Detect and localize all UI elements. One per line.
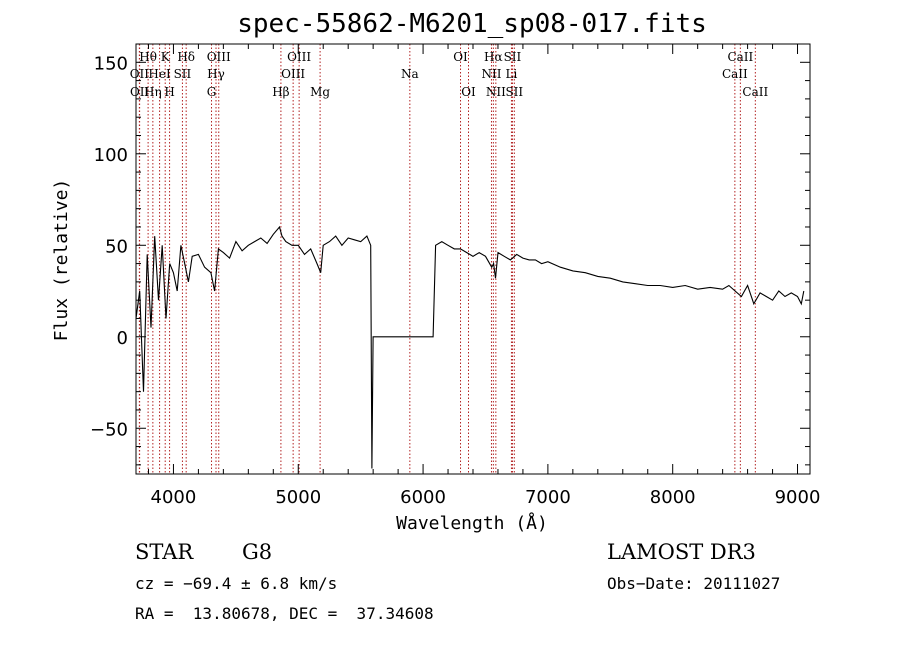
line-label: Hδ bbox=[177, 50, 195, 64]
obs-date-label: Obs−Date: 20111027 bbox=[607, 574, 781, 593]
x-tick-label: 5000 bbox=[275, 487, 321, 508]
line-label: Mg bbox=[310, 85, 330, 99]
line-label: OI bbox=[461, 85, 476, 99]
x-tick-label: 8000 bbox=[650, 487, 696, 508]
line-label: NII bbox=[486, 85, 506, 99]
line-label: H bbox=[164, 85, 174, 99]
line-label: Na bbox=[401, 67, 419, 81]
line-label: OII bbox=[130, 67, 150, 81]
y-tick-label: 0 bbox=[117, 328, 128, 349]
line-label: G bbox=[207, 85, 217, 99]
line-label: K bbox=[161, 50, 171, 64]
line-label: OIII bbox=[281, 67, 305, 81]
line-label: OII bbox=[130, 85, 150, 99]
line-label: Hη bbox=[144, 85, 162, 99]
line-label: Li bbox=[506, 67, 518, 81]
line-label: SII bbox=[174, 67, 192, 81]
spectrum-line bbox=[135, 225, 805, 469]
y-tick-label: 50 bbox=[105, 236, 128, 257]
line-labels: OIIOIIHθHηHeIKHSIIHδGHγOIIIHβOIIIOIIIMgN… bbox=[130, 50, 769, 99]
y-tick-label: 100 bbox=[94, 145, 128, 166]
y-tick-label: −50 bbox=[90, 419, 128, 440]
line-label: OIII bbox=[287, 50, 311, 64]
x-tick-label: 4000 bbox=[151, 487, 197, 508]
line-label: HeI bbox=[148, 67, 171, 81]
line-label: Hβ bbox=[272, 85, 289, 99]
x-axis-label: Wavelength (Å) bbox=[396, 512, 548, 534]
class-label: STAR bbox=[135, 540, 194, 564]
line-label: OIII bbox=[207, 50, 231, 64]
x-tick-label: 6000 bbox=[400, 487, 446, 508]
line-label: CaII bbox=[722, 67, 748, 81]
x-tick-label: 9000 bbox=[775, 487, 821, 508]
redshift-label: cz = −69.4 ± 6.8 km/s bbox=[135, 574, 338, 593]
x-tick-label: 7000 bbox=[525, 487, 571, 508]
line-label: Hθ bbox=[139, 50, 157, 64]
plot-frame bbox=[135, 43, 811, 475]
coordinates-label: RA = 13.80678, DEC = 37.34608 bbox=[135, 604, 434, 623]
line-markers bbox=[138, 44, 756, 474]
subclass-label: G8 bbox=[242, 540, 273, 564]
survey-label: LAMOST DR3 bbox=[607, 540, 756, 564]
line-label: NII bbox=[481, 67, 501, 81]
chart-title: spec-55862-M6201_sp08-017.fits bbox=[237, 9, 707, 39]
line-label: CaII bbox=[742, 85, 768, 99]
line-label: SII bbox=[505, 85, 523, 99]
y-tick-label: 150 bbox=[94, 53, 128, 74]
line-label: Hα bbox=[484, 50, 503, 64]
y-axis: −50 0 50 100 150 bbox=[90, 43, 810, 466]
line-label: CaII bbox=[727, 50, 753, 64]
x-axis: 4000 5000 6000 7000 8000 9000 bbox=[147, 44, 821, 508]
y-axis-label: Flux (relative) bbox=[51, 179, 72, 342]
line-label: SII bbox=[504, 50, 522, 64]
line-label: Hγ bbox=[207, 67, 225, 81]
line-label: OI bbox=[453, 50, 468, 64]
